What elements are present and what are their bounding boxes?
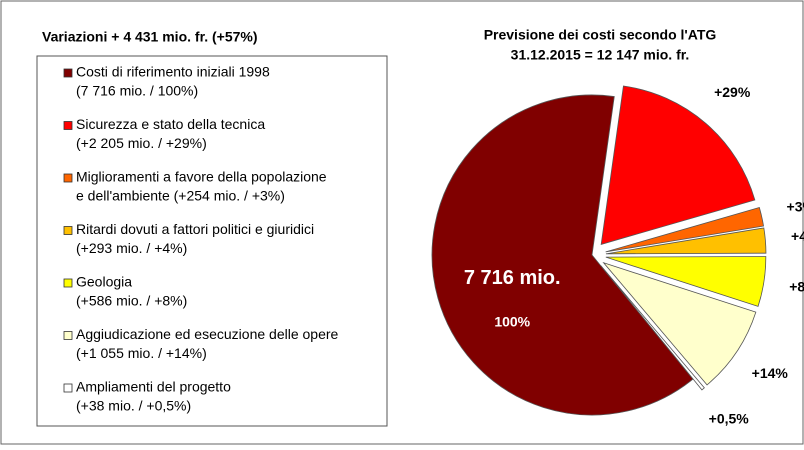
value-label: +8% — [789, 279, 804, 295]
legend-swatch — [63, 173, 73, 183]
legend-detail: e dell'ambiente (+254 mio. / +3%) — [76, 188, 285, 204]
legend-detail: (+1 055 mio. / +14%) — [76, 345, 207, 361]
legend-label: Ampliamenti del progetto — [76, 379, 231, 395]
legend-label: Aggiudicazione ed esecuzione delle opere — [76, 326, 339, 342]
legend-detail: (+2 205 mio. / +29%) — [76, 135, 207, 151]
legend-swatch — [63, 383, 73, 393]
value-label: +4% — [791, 228, 804, 244]
legend-title: Variazioni + 4 431 mio. fr. (+57%) — [42, 29, 258, 45]
pie-slice — [605, 227, 767, 255]
legend-label: Sicurezza e stato della tecnica — [76, 116, 265, 132]
legend-swatch — [63, 278, 73, 288]
pie-slice — [600, 85, 756, 245]
legend-detail: (+38 mio. / +0,5%) — [76, 398, 191, 414]
legend-detail: (+586 mio. / +8%) — [76, 293, 187, 309]
legend-label: Miglioramenti a favore della popolazione — [76, 169, 327, 185]
value-label: +29% — [714, 84, 751, 100]
value-label: +14% — [752, 365, 789, 381]
value-label: +0,5% — [709, 410, 750, 426]
pie-slice — [605, 206, 765, 253]
value-label: 100% — [494, 313, 530, 329]
legend-swatch — [63, 226, 73, 235]
pie-slice — [431, 94, 694, 416]
slice-annotation: 7 716 mio. — [464, 267, 561, 289]
legend-detail: (+293 mio. / +4%) — [76, 240, 187, 256]
legend-label: Costi di riferimento iniziali 1998 — [76, 64, 270, 80]
legend-detail: (7 716 mio. / 100%) — [76, 83, 198, 99]
legend-box — [36, 55, 388, 427]
pie-slice — [602, 261, 757, 386]
legend-label: Geologia — [76, 274, 132, 290]
legend-label: Ritardi dovuti a fattori politici e giur… — [76, 221, 314, 237]
pie-slice — [600, 265, 705, 391]
chart-title: Previsione dei costi secondo l'ATG — [484, 27, 717, 43]
chart-subtitle: 31.12.2015 = 12 147 mio. fr. — [511, 47, 690, 63]
legend-swatch — [63, 68, 73, 78]
pie-slice — [605, 256, 767, 307]
legend-swatch — [63, 121, 73, 130]
legend-swatch — [63, 331, 73, 340]
value-label: +3% — [787, 199, 804, 215]
